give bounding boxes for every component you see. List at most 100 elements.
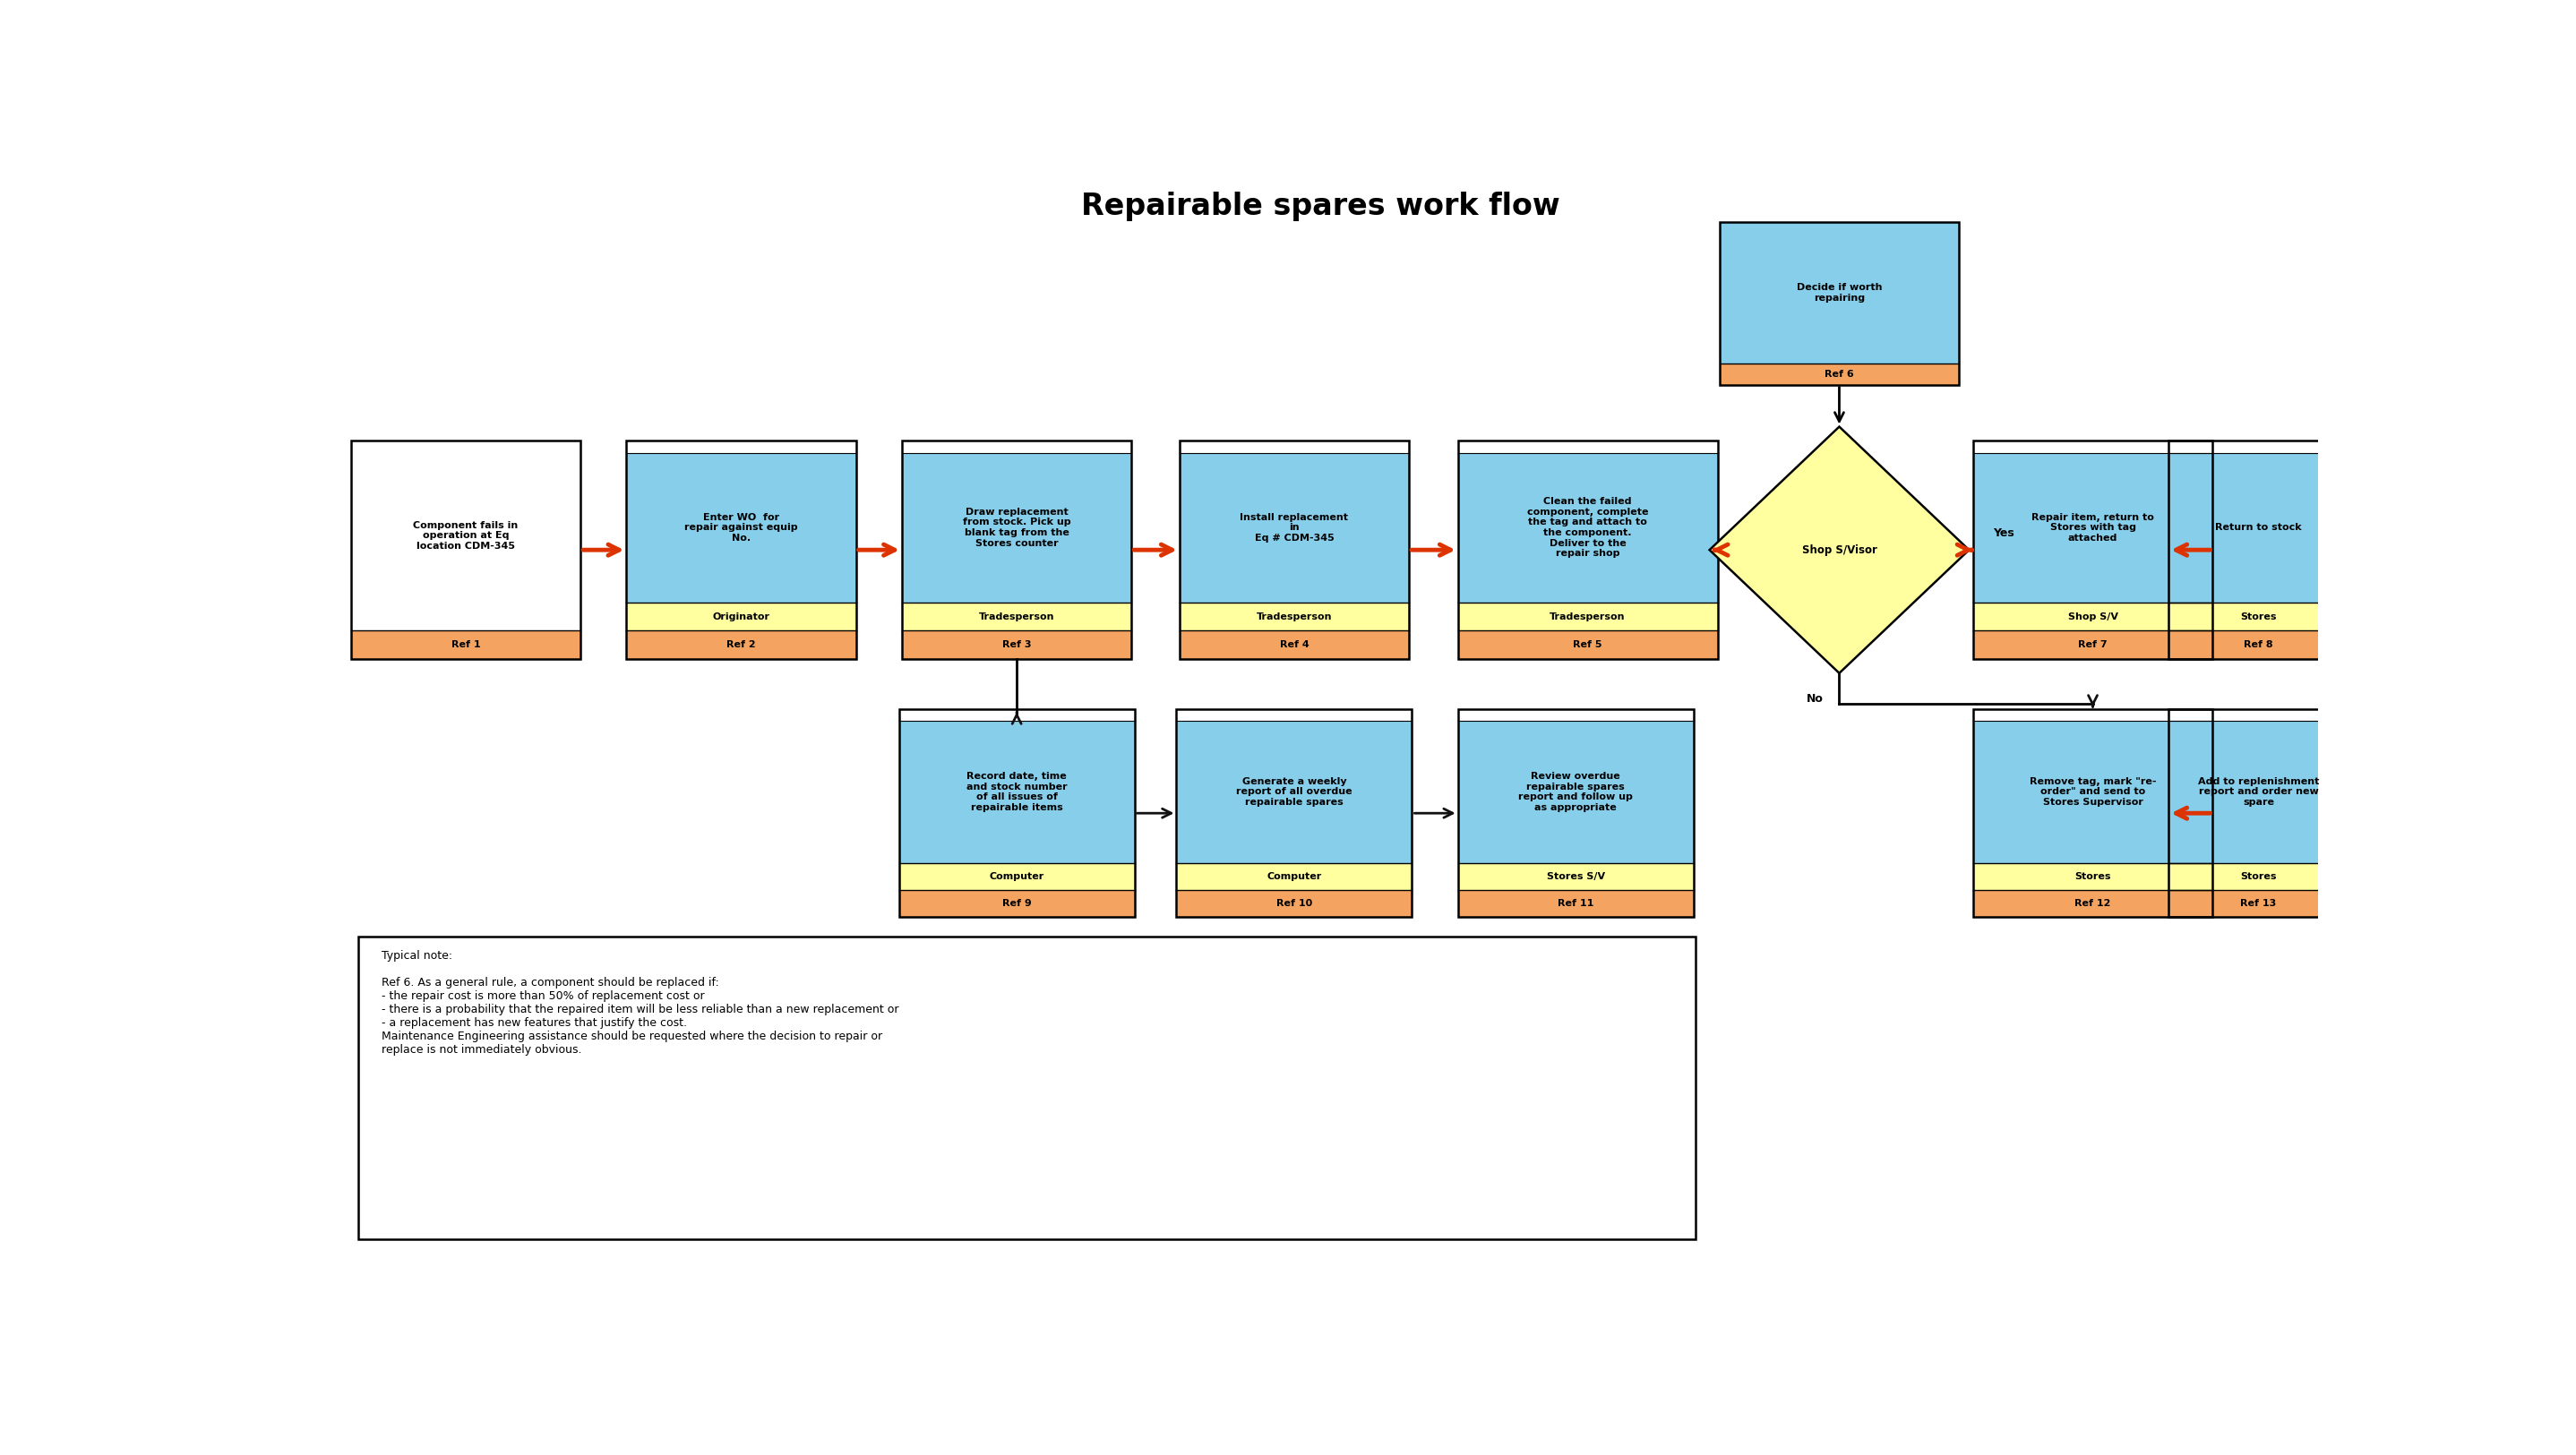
Bar <box>1458 441 1718 453</box>
Bar <box>2169 863 2349 890</box>
Bar <box>1180 602 1409 631</box>
Bar <box>902 631 1131 659</box>
Bar <box>626 441 855 659</box>
Bar <box>1973 441 2213 659</box>
Bar <box>1458 602 1718 631</box>
Text: Install replacement
in
Eq # CDM-345: Install replacement in Eq # CDM-345 <box>1239 512 1347 543</box>
Text: Generate a weekly
report of all overdue
repairable spares: Generate a weekly report of all overdue … <box>1236 777 1352 808</box>
Text: Review overdue
repairable spares
report and follow up
as appropriate: Review overdue repairable spares report … <box>1517 773 1633 812</box>
Text: Enter WO  for
repair against equip
No.: Enter WO for repair against equip No. <box>685 512 799 543</box>
Text: Computer: Computer <box>1267 872 1321 880</box>
Text: Computer: Computer <box>989 872 1043 880</box>
Bar <box>902 441 1131 453</box>
Bar <box>902 441 1131 659</box>
Bar <box>1458 453 1718 602</box>
Text: Component fails in
operation at Eq
location CDM-345: Component fails in operation at Eq locat… <box>412 521 518 550</box>
Bar <box>626 602 855 631</box>
Bar <box>1721 223 1958 384</box>
Bar <box>1177 710 1412 917</box>
Text: Clean the failed
component, complete
the tag and attach to
the component.
Delive: Clean the failed component, complete the… <box>1528 498 1649 557</box>
Bar <box>1177 710 1412 722</box>
Text: Ref 11: Ref 11 <box>1558 899 1595 908</box>
Bar <box>1458 863 1692 890</box>
Bar <box>350 441 580 659</box>
Text: Stores S/V: Stores S/V <box>1546 872 1605 880</box>
Bar <box>2169 710 2349 917</box>
Bar <box>1973 710 2213 917</box>
Bar <box>2169 441 2349 453</box>
Bar <box>1177 722 1412 863</box>
Bar <box>626 453 855 602</box>
Text: Tradesperson: Tradesperson <box>979 613 1054 621</box>
Text: Ref 1: Ref 1 <box>451 640 479 649</box>
Text: Typical note:

Ref 6. As a general rule, a component should be replaced if:
- th: Typical note: Ref 6. As a general rule, … <box>381 950 899 1055</box>
Bar <box>1458 722 1692 863</box>
Text: Stores: Stores <box>2241 872 2277 880</box>
Bar <box>899 722 1133 863</box>
Bar <box>1973 722 2213 863</box>
Text: Decide if worth
repairing: Decide if worth repairing <box>1795 284 1883 303</box>
Text: Yes: Yes <box>1994 527 2014 538</box>
Text: Stores: Stores <box>2074 872 2110 880</box>
Bar <box>902 602 1131 631</box>
Bar <box>899 710 1133 722</box>
Text: Ref 9: Ref 9 <box>1002 899 1030 908</box>
Text: Ref 3: Ref 3 <box>1002 640 1030 649</box>
Bar <box>1973 602 2213 631</box>
Bar <box>1721 223 1958 364</box>
Bar <box>899 890 1133 917</box>
Bar <box>350 441 580 631</box>
Bar <box>626 441 855 453</box>
Bar <box>1973 631 2213 659</box>
Bar <box>1973 863 2213 890</box>
Text: Add to replenishment
report and order new
spare: Add to replenishment report and order ne… <box>2197 777 2318 808</box>
Bar <box>1180 631 1409 659</box>
Bar <box>2169 441 2349 659</box>
Text: Repair item, return to
Stores with tag
attached: Repair item, return to Stores with tag a… <box>2032 512 2154 543</box>
Text: Ref 5: Ref 5 <box>1574 640 1602 649</box>
Bar <box>1180 453 1409 602</box>
Text: Tradesperson: Tradesperson <box>1257 613 1332 621</box>
Bar <box>2169 453 2349 602</box>
Bar <box>1180 441 1409 453</box>
Text: No: No <box>1806 694 1824 706</box>
Bar <box>1177 890 1412 917</box>
Bar <box>899 710 1133 917</box>
Bar <box>1721 364 1958 384</box>
Bar <box>1177 863 1412 890</box>
Bar <box>1973 890 2213 917</box>
Text: Ref 2: Ref 2 <box>726 640 755 649</box>
Bar <box>1458 890 1692 917</box>
Bar <box>1973 441 2213 453</box>
Bar <box>902 453 1131 602</box>
Text: Originator: Originator <box>714 613 770 621</box>
Bar <box>2169 890 2349 917</box>
Text: Shop S/Visor: Shop S/Visor <box>1801 544 1878 556</box>
Bar <box>1458 710 1692 917</box>
Text: Ref 12: Ref 12 <box>2074 899 2110 908</box>
Bar <box>1180 441 1409 659</box>
Text: Draw replacement
from stock. Pick up
blank tag from the
Stores counter: Draw replacement from stock. Pick up bla… <box>963 508 1072 547</box>
Bar <box>1973 453 2213 602</box>
Text: Ref 6: Ref 6 <box>1824 370 1855 378</box>
Bar <box>350 631 580 659</box>
Bar <box>1458 631 1718 659</box>
Bar <box>2169 602 2349 631</box>
Bar <box>358 937 1695 1240</box>
Text: Ref 4: Ref 4 <box>1280 640 1309 649</box>
Text: Tradesperson: Tradesperson <box>1551 613 1625 621</box>
Bar <box>1458 441 1718 659</box>
Bar <box>2169 631 2349 659</box>
Text: Stores: Stores <box>2241 613 2277 621</box>
Text: Ref 13: Ref 13 <box>2241 899 2277 908</box>
Text: Repairable spares work flow: Repairable spares work flow <box>1082 191 1558 221</box>
Text: Ref 8: Ref 8 <box>2244 640 2272 649</box>
Text: Remove tag, mark "re-
order" and send to
Stores Supervisor: Remove tag, mark "re- order" and send to… <box>2030 777 2156 808</box>
Bar <box>1458 710 1692 722</box>
Text: Record date, time
and stock number
of all issues of
repairable items: Record date, time and stock number of al… <box>966 773 1066 812</box>
Bar <box>2169 722 2349 863</box>
Bar <box>2169 710 2349 722</box>
Bar <box>899 863 1133 890</box>
Text: Shop S/V: Shop S/V <box>2069 613 2117 621</box>
Polygon shape <box>1710 426 1968 674</box>
